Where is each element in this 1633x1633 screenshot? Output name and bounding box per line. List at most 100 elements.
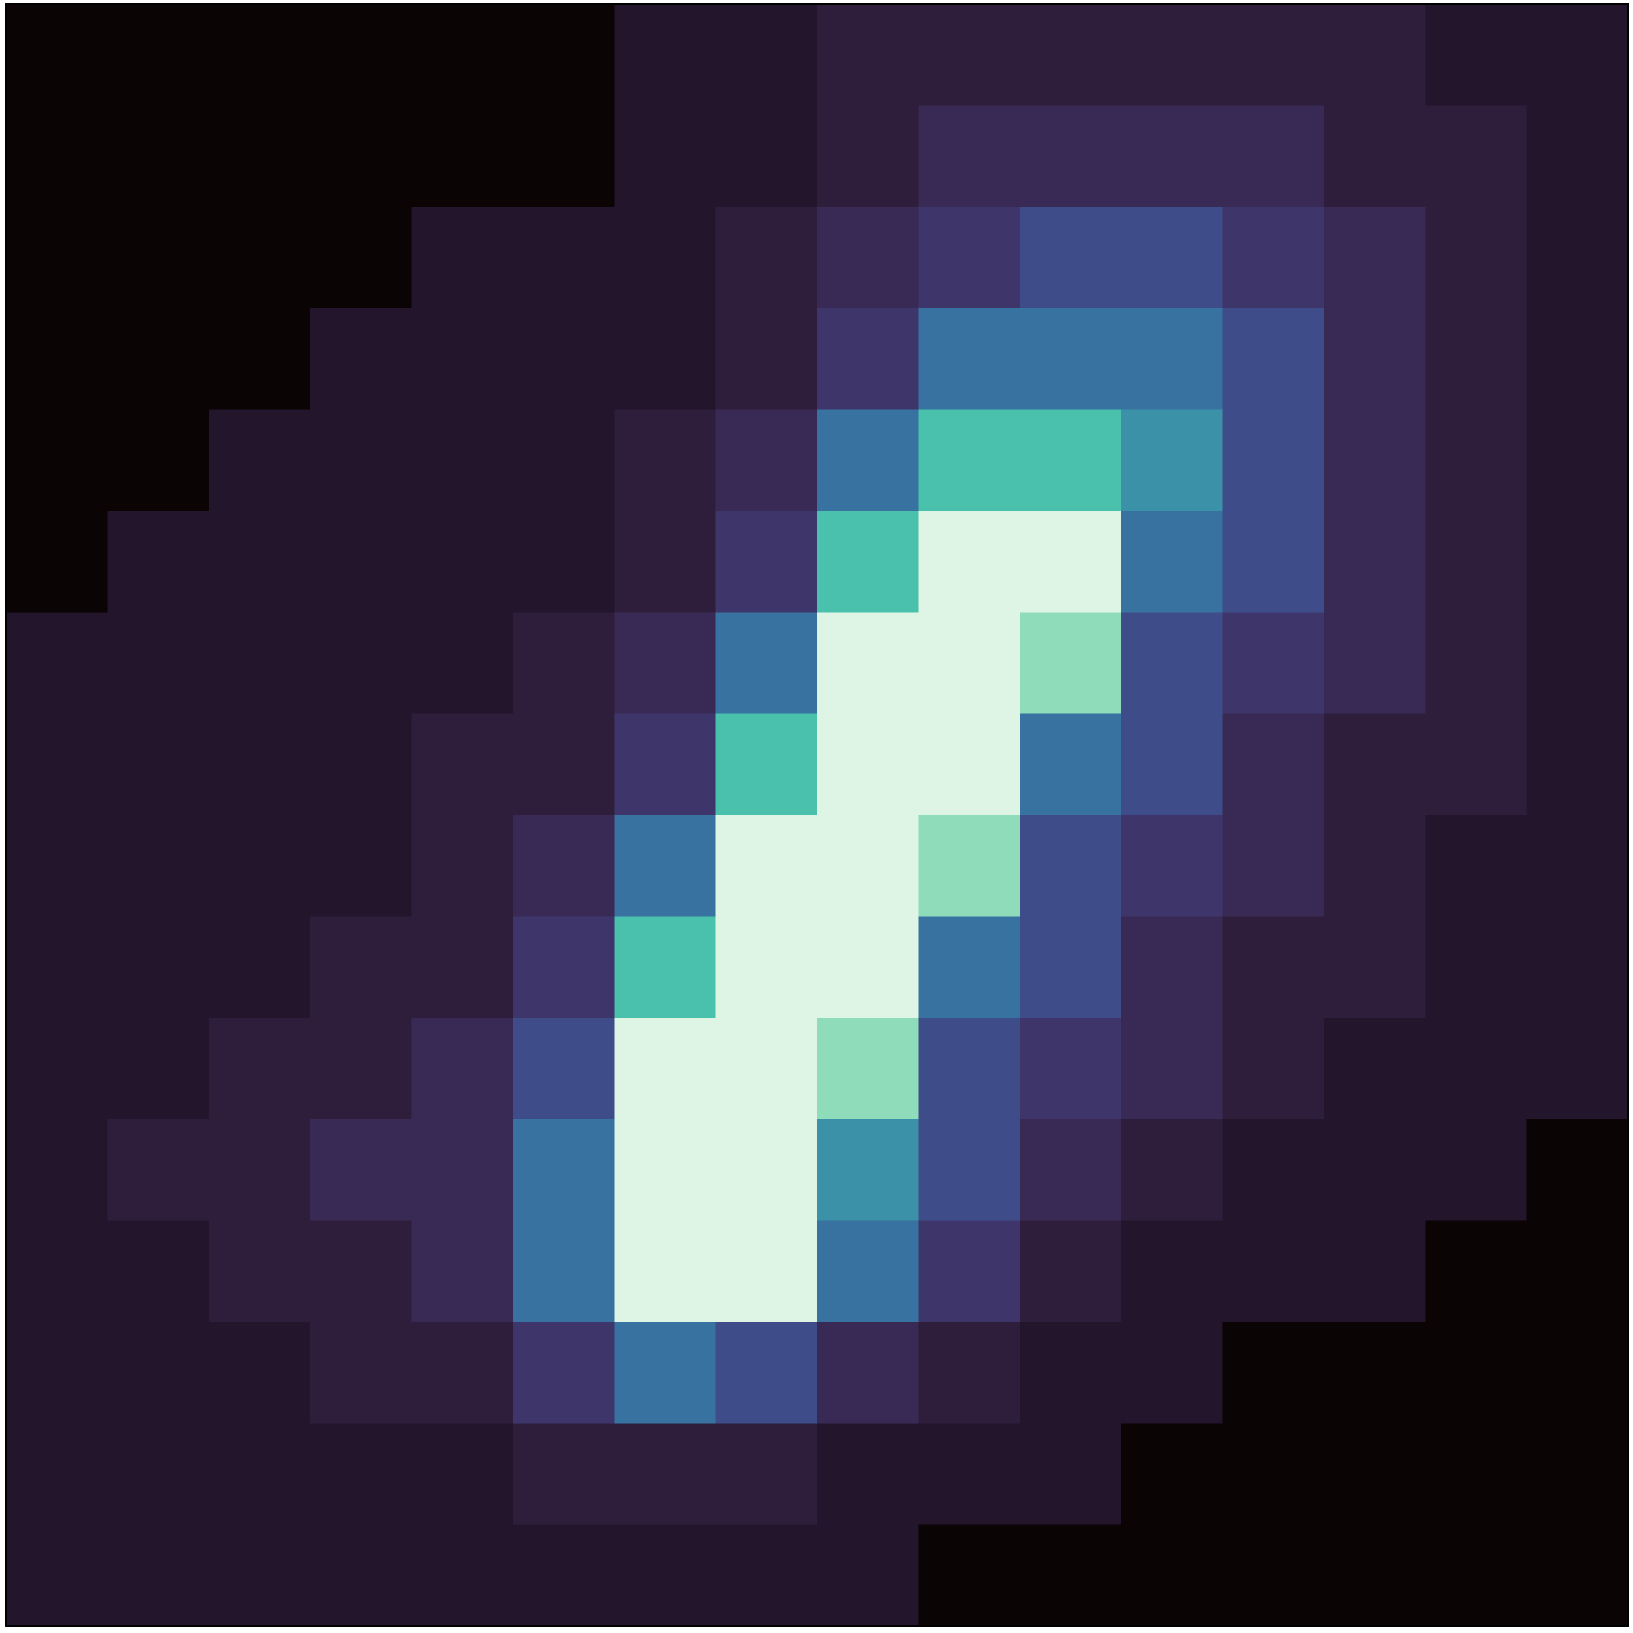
heatmap-cell bbox=[6, 1119, 108, 1221]
heatmap-cell bbox=[107, 1119, 210, 1221]
heatmap-cell bbox=[6, 105, 108, 208]
heatmap-cell bbox=[1019, 510, 1122, 613]
heatmap-cell bbox=[918, 1220, 1021, 1323]
heatmap-cell bbox=[1222, 1423, 1325, 1526]
heatmap-cell bbox=[411, 1220, 514, 1323]
heatmap-cell bbox=[1425, 308, 1528, 410]
heatmap-cell bbox=[715, 1423, 818, 1526]
heatmap-cell bbox=[1425, 1423, 1528, 1526]
heatmap-cell bbox=[1425, 1017, 1528, 1120]
heatmap-cell bbox=[107, 1017, 210, 1120]
heatmap-cell bbox=[1019, 206, 1122, 309]
heatmap-cell bbox=[310, 1524, 412, 1627]
heatmap-cell bbox=[512, 916, 615, 1019]
heatmap-cell bbox=[918, 1119, 1021, 1221]
heatmap-cell bbox=[715, 1321, 818, 1424]
heatmap-cell bbox=[1019, 916, 1122, 1019]
heatmap-cell bbox=[918, 916, 1021, 1019]
heatmap-cell bbox=[208, 308, 311, 410]
heatmap-cell bbox=[817, 409, 919, 512]
heatmap-cell bbox=[918, 206, 1021, 309]
heatmap-cell bbox=[614, 105, 717, 208]
heatmap-cell bbox=[918, 409, 1021, 512]
heatmap-cell bbox=[411, 916, 514, 1019]
heatmap-cell bbox=[918, 4, 1021, 106]
heatmap-cell bbox=[107, 1321, 210, 1424]
heatmap-cell bbox=[208, 105, 311, 208]
heatmap-cell bbox=[1121, 1220, 1223, 1323]
heatmap-cell bbox=[1121, 308, 1223, 410]
heatmap-cell bbox=[1222, 510, 1325, 613]
heatmap-cell bbox=[1425, 713, 1528, 816]
heatmap-cell bbox=[614, 409, 717, 512]
heatmap-cell bbox=[1019, 612, 1122, 715]
heatmap-cell bbox=[6, 916, 108, 1019]
heatmap-cell bbox=[1222, 1321, 1325, 1424]
heatmap-cell bbox=[1121, 510, 1223, 613]
heatmap-cell bbox=[1425, 409, 1528, 512]
heatmap-cell bbox=[310, 510, 412, 613]
heatmap-cell bbox=[1222, 1119, 1325, 1221]
heatmap-cell bbox=[1019, 1017, 1122, 1120]
heatmap-cell bbox=[614, 612, 717, 715]
heatmap-cell bbox=[918, 105, 1021, 208]
heatmap-cell bbox=[107, 510, 210, 613]
heatmap-cell bbox=[715, 105, 818, 208]
heatmap-cell bbox=[1425, 4, 1528, 106]
heatmap-cell bbox=[1526, 1423, 1629, 1526]
heatmap-cell bbox=[1323, 510, 1426, 613]
heatmap-cell bbox=[1222, 815, 1325, 917]
heatmap-cell bbox=[614, 1423, 717, 1526]
heatmap-cells bbox=[6, 4, 1629, 1627]
heatmap-cell bbox=[411, 1017, 514, 1120]
heatmap-cell bbox=[1425, 510, 1528, 613]
heatmap-cell bbox=[6, 409, 108, 512]
heatmap-cell bbox=[6, 4, 108, 106]
heatmap-cell bbox=[1019, 815, 1122, 917]
heatmap-cell bbox=[1222, 4, 1325, 106]
heatmap-cell bbox=[310, 1017, 412, 1120]
heatmap-cell bbox=[512, 4, 615, 106]
heatmap-cell bbox=[1526, 815, 1629, 917]
heatmap-cell bbox=[310, 409, 412, 512]
heatmap-cell bbox=[1323, 612, 1426, 715]
heatmap-cell bbox=[1222, 612, 1325, 715]
heatmap-cell bbox=[107, 206, 210, 309]
heatmap-cell bbox=[512, 206, 615, 309]
heatmap-cell bbox=[1425, 1524, 1528, 1627]
heatmap-cell bbox=[1425, 105, 1528, 208]
heatmap-cell bbox=[107, 1220, 210, 1323]
heatmap-cell bbox=[1019, 308, 1122, 410]
heatmap-cell bbox=[614, 1220, 717, 1323]
heatmap-cell bbox=[614, 713, 717, 816]
heatmap-cell bbox=[107, 4, 210, 106]
heatmap-cell bbox=[817, 612, 919, 715]
heatmap-cell bbox=[1323, 308, 1426, 410]
heatmap-cell bbox=[817, 1524, 919, 1627]
heatmap-cell bbox=[1425, 612, 1528, 715]
heatmap-cell bbox=[817, 1119, 919, 1221]
heatmap-cell bbox=[614, 815, 717, 917]
heatmap-cell bbox=[1121, 1321, 1223, 1424]
heatmap-cell bbox=[411, 308, 514, 410]
heatmap-cell bbox=[512, 1017, 615, 1120]
heatmap-cell bbox=[512, 1321, 615, 1424]
heatmap-cell bbox=[310, 308, 412, 410]
heatmap-cell bbox=[208, 206, 311, 309]
heatmap-cell bbox=[1323, 409, 1426, 512]
heatmap-cell bbox=[1019, 1119, 1122, 1221]
heatmap-cell bbox=[1526, 409, 1629, 512]
heatmap-cell bbox=[208, 1524, 311, 1627]
heatmap-cell bbox=[715, 612, 818, 715]
heatmap-cell bbox=[512, 105, 615, 208]
heatmap-cell bbox=[1222, 409, 1325, 512]
heatmap-cell bbox=[6, 1321, 108, 1424]
heatmap-cell bbox=[614, 1321, 717, 1424]
heatmap-cell bbox=[614, 510, 717, 613]
heatmap-cell bbox=[1121, 206, 1223, 309]
heatmap-cell bbox=[1323, 916, 1426, 1019]
heatmap-cell bbox=[208, 1017, 311, 1120]
heatmap-cell bbox=[310, 206, 412, 309]
heatmap-cell bbox=[918, 1524, 1021, 1627]
